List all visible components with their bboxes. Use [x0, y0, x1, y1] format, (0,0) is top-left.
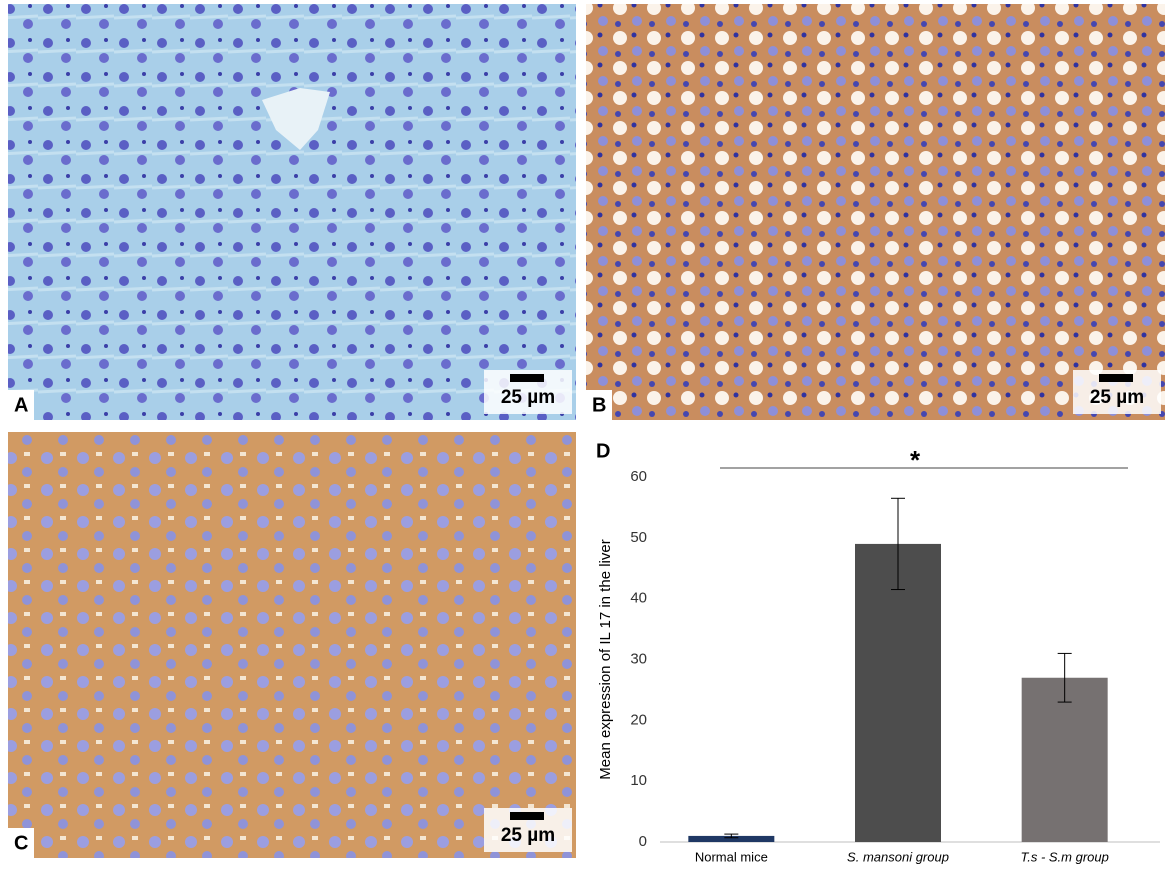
- panel-label: A: [14, 394, 28, 416]
- y-tick-label: 0: [639, 833, 647, 850]
- error-bar: [1057, 652, 1072, 703]
- scale-label: 25 µm: [1090, 387, 1144, 408]
- scale-bar: [510, 812, 544, 820]
- micrograph-a: [8, 4, 576, 420]
- y-axis-title: Mean expression of IL 17 in the liver: [597, 539, 614, 779]
- panel-label-bg: [8, 828, 34, 858]
- y-tick-label: 10: [630, 772, 647, 789]
- scale-label: 25 µm: [501, 387, 555, 408]
- micrograph-c: [8, 432, 576, 858]
- bar: [855, 543, 941, 842]
- bar: [688, 835, 775, 842]
- error-bar: [724, 833, 739, 839]
- vessel: [262, 88, 330, 150]
- panel-label: C: [14, 832, 28, 854]
- y-tick-label: 40: [630, 590, 647, 607]
- bar: [1021, 677, 1108, 842]
- micrograph-b: [586, 4, 1165, 420]
- panel-label: B: [592, 394, 606, 416]
- y-tick-label: 50: [630, 529, 647, 546]
- y-tick-label: 60: [630, 468, 647, 485]
- x-tick-label: Normal mice: [695, 849, 768, 864]
- x-tick-label: T.s - S.m group: [1020, 849, 1108, 864]
- error-bar: [891, 497, 905, 591]
- y-tick-label: 30: [630, 650, 647, 667]
- scale-bar: [510, 374, 544, 382]
- scale-bar: [1099, 374, 1133, 382]
- panel-label-bg: [586, 390, 612, 420]
- y-tick-label: 20: [630, 711, 647, 728]
- x-tick-label: S. mansoni group: [847, 849, 949, 864]
- scale-label: 25 µm: [501, 825, 555, 846]
- panel-label-bg: [8, 390, 34, 420]
- significance: *: [910, 445, 921, 475]
- panel-label: D: [596, 440, 610, 462]
